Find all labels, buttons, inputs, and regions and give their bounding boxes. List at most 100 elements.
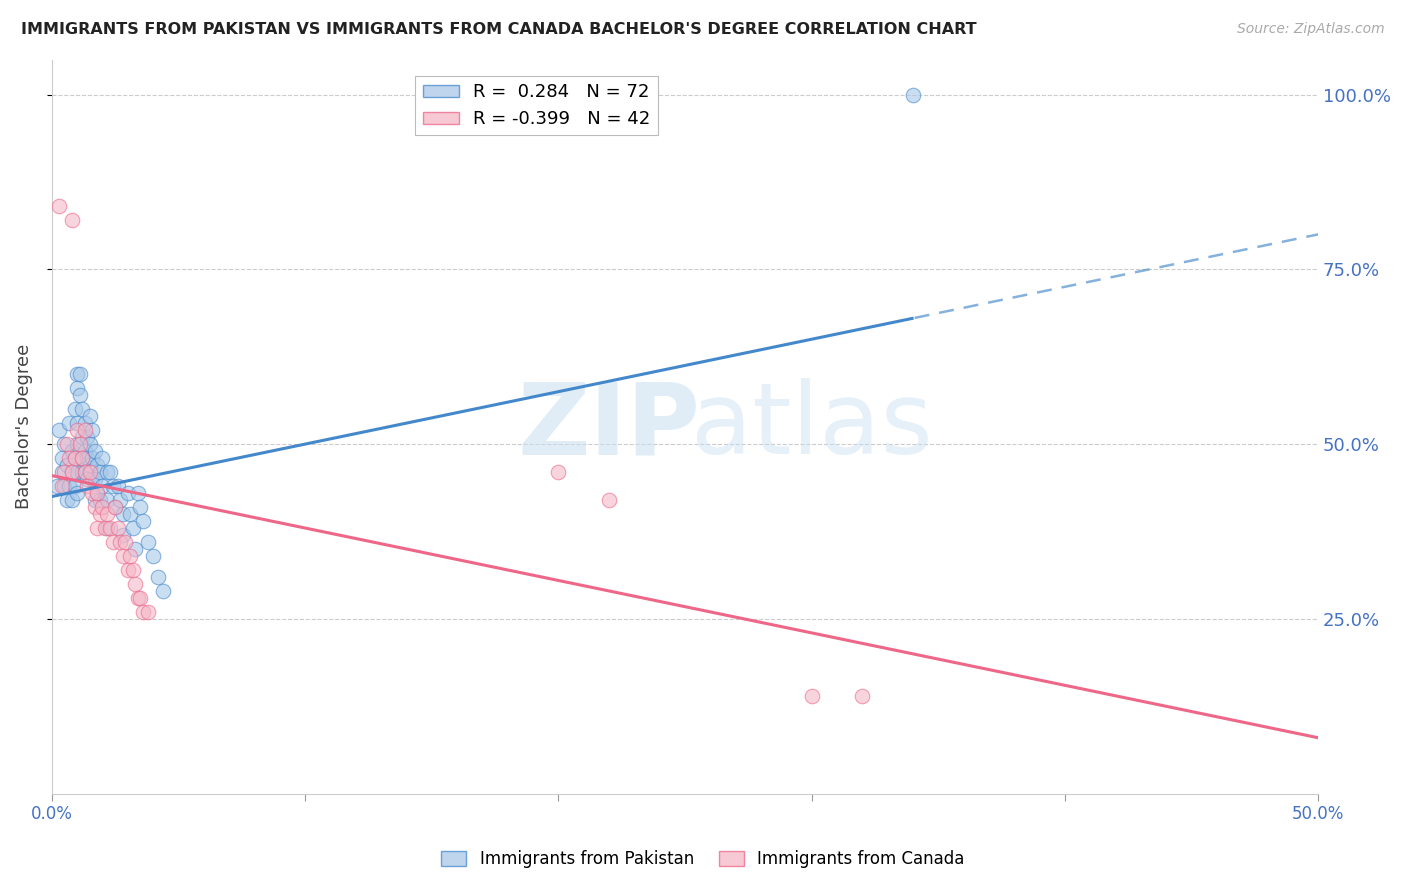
Point: [70, 402, 93, 417]
Point: [111, 507, 134, 521]
Point: [76, 472, 98, 486]
Point: [82, 486, 104, 500]
Point: [101, 535, 124, 549]
Point: [76, 479, 98, 493]
Point: [127, 591, 149, 605]
Point: [98, 465, 121, 479]
Point: [60, 465, 83, 479]
Point: [66, 416, 89, 430]
Point: [48, 423, 70, 437]
Point: [121, 563, 143, 577]
Point: [56, 437, 79, 451]
Point: [136, 605, 159, 619]
Point: [91, 479, 114, 493]
Point: [114, 535, 136, 549]
Point: [96, 465, 118, 479]
Point: [129, 591, 152, 605]
Text: IMMIGRANTS FROM PAKISTAN VS IMMIGRANTS FROM CANADA BACHELOR'S DEGREE CORRELATION: IMMIGRANTS FROM PAKISTAN VS IMMIGRANTS F…: [21, 22, 977, 37]
Text: atlas: atlas: [690, 378, 932, 475]
Point: [86, 458, 108, 472]
Point: [83, 500, 105, 514]
Point: [53, 437, 76, 451]
Point: [127, 486, 149, 500]
Point: [120, 507, 142, 521]
Point: [96, 521, 118, 535]
Point: [60, 493, 83, 508]
Legend: Immigrants from Pakistan, Immigrants from Canada: Immigrants from Pakistan, Immigrants fro…: [434, 844, 972, 875]
Point: [73, 416, 96, 430]
Legend: R =  0.284   N = 72, R = -0.399   N = 42: R = 0.284 N = 72, R = -0.399 N = 42: [415, 76, 658, 136]
Point: [121, 521, 143, 535]
Point: [53, 479, 76, 493]
Point: [142, 549, 165, 563]
Point: [73, 423, 96, 437]
Point: [70, 451, 93, 466]
Point: [94, 521, 117, 535]
Point: [58, 479, 80, 493]
Point: [66, 437, 89, 451]
Point: [901, 87, 924, 102]
Point: [83, 493, 105, 508]
Point: [96, 493, 118, 508]
Point: [66, 465, 89, 479]
Point: [69, 368, 91, 382]
Y-axis label: Bachelor's Degree: Bachelor's Degree: [15, 344, 32, 509]
Point: [66, 423, 89, 437]
Point: [66, 486, 89, 500]
Point: [98, 521, 121, 535]
Point: [83, 472, 105, 486]
Point: [76, 430, 98, 444]
Point: [104, 500, 127, 514]
Point: [66, 368, 89, 382]
Point: [851, 689, 873, 703]
Point: [60, 444, 83, 458]
Point: [120, 549, 142, 563]
Point: [69, 388, 91, 402]
Point: [91, 451, 114, 466]
Point: [86, 486, 108, 500]
Point: [69, 437, 91, 451]
Point: [66, 381, 89, 395]
Point: [79, 409, 101, 424]
Text: ZIP: ZIP: [517, 378, 700, 475]
Point: [86, 521, 108, 535]
Point: [73, 465, 96, 479]
Point: [89, 493, 111, 508]
Point: [101, 479, 124, 493]
Point: [89, 465, 111, 479]
Point: [73, 444, 96, 458]
Text: Source: ZipAtlas.com: Source: ZipAtlas.com: [1237, 22, 1385, 37]
Point: [82, 451, 104, 466]
Point: [104, 500, 127, 514]
Point: [48, 199, 70, 213]
Point: [132, 605, 155, 619]
Point: [73, 465, 96, 479]
Point: [76, 451, 98, 466]
Point: [53, 465, 76, 479]
Point: [60, 213, 83, 227]
Point: [124, 577, 146, 591]
Point: [111, 528, 134, 542]
Point: [70, 430, 93, 444]
Point: [86, 486, 108, 500]
Point: [117, 486, 139, 500]
Point: [45, 479, 67, 493]
Point: [598, 493, 620, 508]
Point: [117, 563, 139, 577]
Point: [547, 465, 569, 479]
Point: [129, 500, 152, 514]
Point: [111, 549, 134, 563]
Point: [89, 507, 111, 521]
Point: [51, 479, 73, 493]
Point: [146, 570, 169, 584]
Point: [63, 479, 86, 493]
Point: [107, 521, 129, 535]
Point: [108, 493, 131, 508]
Point: [58, 416, 80, 430]
Point: [56, 493, 79, 508]
Point: [51, 465, 73, 479]
Point: [82, 472, 104, 486]
Point: [800, 689, 823, 703]
Point: [51, 451, 73, 466]
Point: [63, 402, 86, 417]
